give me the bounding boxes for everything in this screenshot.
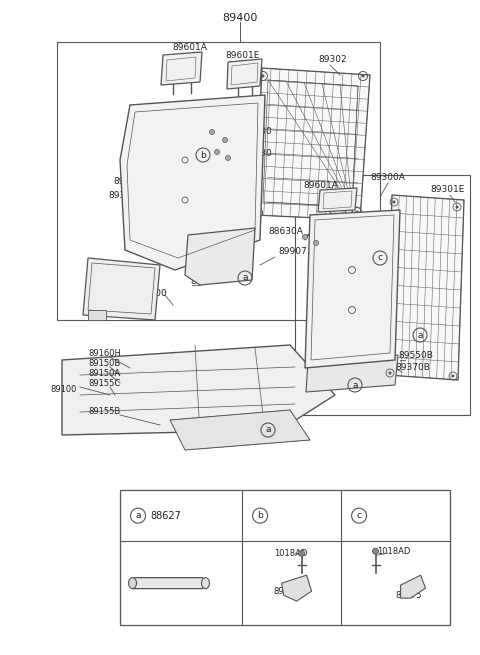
Text: 89450: 89450 xyxy=(113,178,142,187)
Text: 89100: 89100 xyxy=(50,386,76,394)
Text: 88630A: 88630A xyxy=(268,227,303,236)
Text: b: b xyxy=(257,511,263,520)
Text: 89301E: 89301E xyxy=(430,185,464,195)
Text: 1018AD: 1018AD xyxy=(274,549,307,557)
Text: c: c xyxy=(377,253,383,263)
Circle shape xyxy=(299,550,305,556)
Circle shape xyxy=(313,240,319,246)
Circle shape xyxy=(388,371,392,375)
Polygon shape xyxy=(132,578,207,589)
Text: 89601A: 89601A xyxy=(303,181,338,191)
Polygon shape xyxy=(400,575,426,598)
Bar xyxy=(295,175,470,415)
Bar xyxy=(57,42,380,320)
Text: 89076: 89076 xyxy=(274,587,300,595)
Polygon shape xyxy=(255,68,370,220)
Circle shape xyxy=(361,75,364,77)
Text: 89150B: 89150B xyxy=(88,360,120,369)
Text: 89370B: 89370B xyxy=(395,364,430,373)
Circle shape xyxy=(393,200,396,204)
Polygon shape xyxy=(62,345,335,435)
Text: 89400: 89400 xyxy=(222,13,258,23)
Circle shape xyxy=(256,212,260,214)
Text: a: a xyxy=(135,511,141,520)
Polygon shape xyxy=(306,355,398,392)
Bar xyxy=(88,310,106,320)
Text: 89300A: 89300A xyxy=(370,174,405,183)
Text: 88630: 88630 xyxy=(243,149,272,157)
Text: 89550B: 89550B xyxy=(398,352,433,360)
Text: a: a xyxy=(352,381,358,390)
Polygon shape xyxy=(318,188,357,212)
Circle shape xyxy=(209,130,215,134)
Circle shape xyxy=(452,375,455,377)
Polygon shape xyxy=(387,195,464,380)
Text: 88630A: 88630A xyxy=(140,122,175,132)
Text: 89155B: 89155B xyxy=(88,407,120,415)
Ellipse shape xyxy=(129,578,136,589)
Text: b: b xyxy=(200,151,206,160)
Bar xyxy=(120,490,450,625)
Circle shape xyxy=(302,234,308,240)
Text: 89900: 89900 xyxy=(138,288,167,297)
Text: 89601E: 89601E xyxy=(225,52,259,60)
Circle shape xyxy=(223,138,228,143)
Text: 89907: 89907 xyxy=(278,248,307,257)
Polygon shape xyxy=(161,52,202,85)
Text: 1018AD: 1018AD xyxy=(378,547,411,555)
Text: a: a xyxy=(242,274,248,282)
Text: 89075: 89075 xyxy=(396,591,422,599)
Text: 88630A: 88630A xyxy=(142,143,177,151)
Circle shape xyxy=(262,75,264,77)
Text: 89601A: 89601A xyxy=(172,43,207,52)
Circle shape xyxy=(456,206,458,208)
Text: 89380A: 89380A xyxy=(108,191,143,200)
Text: 89150A: 89150A xyxy=(88,369,120,377)
Circle shape xyxy=(356,210,359,214)
Text: 89155C: 89155C xyxy=(88,379,120,388)
Circle shape xyxy=(215,149,219,155)
Text: c: c xyxy=(357,511,361,520)
Text: a: a xyxy=(265,426,271,434)
Polygon shape xyxy=(83,258,160,320)
Text: 88630: 88630 xyxy=(243,128,272,136)
Text: 89160H: 89160H xyxy=(88,350,121,358)
Polygon shape xyxy=(282,575,312,601)
Text: 88627: 88627 xyxy=(150,511,181,521)
Text: 88630: 88630 xyxy=(343,233,372,242)
Polygon shape xyxy=(227,59,262,89)
Circle shape xyxy=(372,548,379,554)
Polygon shape xyxy=(305,210,400,368)
Polygon shape xyxy=(170,410,310,450)
Text: 89302: 89302 xyxy=(318,56,347,64)
Polygon shape xyxy=(120,95,265,270)
Ellipse shape xyxy=(202,578,209,589)
Text: 89921: 89921 xyxy=(190,278,218,286)
Text: a: a xyxy=(417,331,423,339)
Polygon shape xyxy=(185,228,255,285)
Circle shape xyxy=(226,155,230,160)
